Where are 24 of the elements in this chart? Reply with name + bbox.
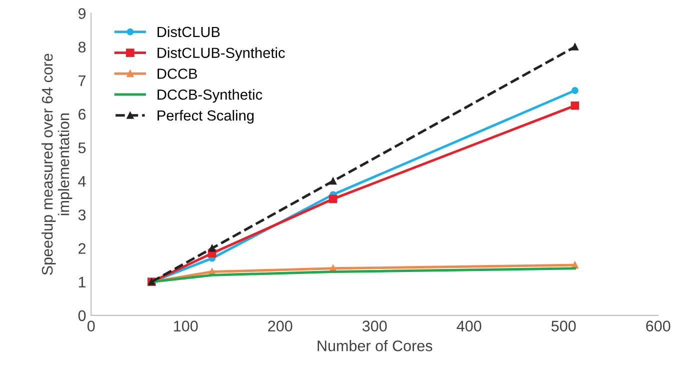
x-axis-title: Number of Cores xyxy=(318,340,432,352)
y-tick-label: 2 xyxy=(78,243,86,254)
y-tick-label: 3 xyxy=(78,210,86,220)
x-tick-label: 200 xyxy=(268,320,292,332)
y-tick-label: 8 xyxy=(78,42,86,53)
legend-label: DistCLUB xyxy=(158,26,220,38)
x-tick-label: 500 xyxy=(551,320,576,332)
y-tick-label: 7 xyxy=(78,75,86,86)
y-tick-label: 0 xyxy=(78,310,86,322)
y-axis-title: Speedup measured over 64 core implementation xyxy=(42,54,72,275)
x-tick-label: 100 xyxy=(174,320,198,332)
y-tick-label: 1 xyxy=(78,276,86,288)
y-tick-label: 5 xyxy=(78,142,86,154)
x-tick-label: 300 xyxy=(362,320,387,332)
y-tick-label: 4 xyxy=(78,176,86,187)
legend-label: DCCB xyxy=(158,68,197,79)
y-tick-label: 9 xyxy=(78,8,86,19)
x-tick-label: 600 xyxy=(646,320,670,332)
y-tick-label: 6 xyxy=(78,108,86,120)
legend-label: Perfect Scaling xyxy=(158,110,254,124)
x-tick-label: 0 xyxy=(87,320,95,332)
legend-label: DCCB-Synthetic xyxy=(158,89,262,103)
x-tick-label: 400 xyxy=(456,320,482,332)
legend-label: DistCLUB-Synthetic xyxy=(158,47,285,61)
